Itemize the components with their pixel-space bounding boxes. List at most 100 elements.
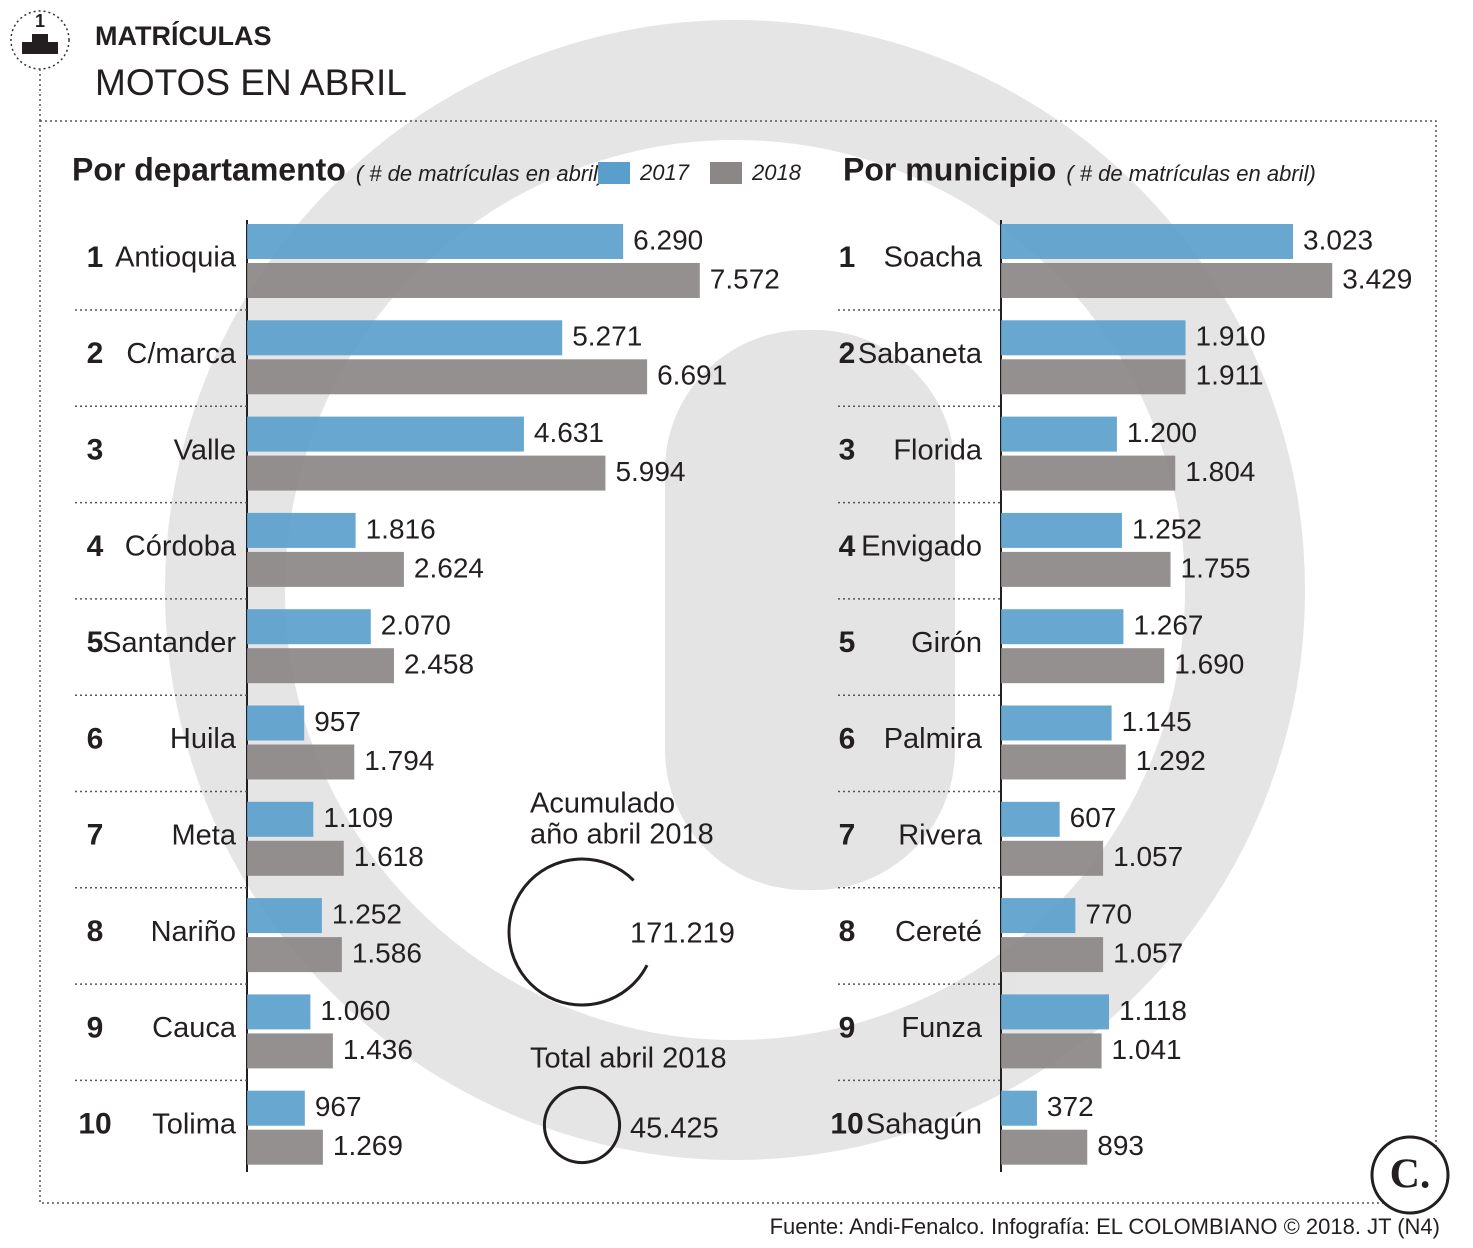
chart-title: Por departamento xyxy=(72,151,346,187)
value-label: 1.118 xyxy=(1119,995,1187,1026)
value-label: 1.267 xyxy=(1133,610,1203,641)
frame xyxy=(39,120,1437,1204)
total-circle xyxy=(507,857,649,1007)
rank: 2 xyxy=(839,337,856,370)
bar xyxy=(1001,744,1126,780)
value-label: 1.816 xyxy=(366,513,436,544)
bar xyxy=(247,1033,333,1069)
category-label: Girón xyxy=(911,627,982,659)
legend-label: 2017 xyxy=(639,160,690,185)
value-label: 372 xyxy=(1047,1091,1094,1122)
title: MOTOS EN ABRIL xyxy=(95,62,407,103)
total-value: 45.425 xyxy=(630,1113,719,1145)
bar xyxy=(1001,551,1171,587)
bar xyxy=(1001,1033,1102,1069)
bar xyxy=(247,263,700,298)
bar xyxy=(1001,359,1186,395)
bar xyxy=(1001,801,1060,837)
rank: 9 xyxy=(839,1011,856,1044)
category-label: Valle xyxy=(174,434,236,466)
value-label: 1.041 xyxy=(1112,1034,1182,1065)
bar xyxy=(1001,224,1294,259)
total-label: Total abril 2018 xyxy=(530,1043,727,1075)
category-label: Soacha xyxy=(884,242,983,274)
value-label: 7.572 xyxy=(710,263,780,294)
value-label: 2.070 xyxy=(381,610,451,641)
legend-label: 2018 xyxy=(751,160,802,185)
rank: 10 xyxy=(78,1108,111,1141)
chart-subtitle: ( # de matrículas en abril) xyxy=(1066,161,1315,186)
bar xyxy=(1001,455,1176,491)
category-label: Sahagún xyxy=(866,1108,982,1140)
category-label: Rivera xyxy=(898,819,983,851)
value-label: 1.109 xyxy=(323,802,393,833)
total-value: 171.219 xyxy=(630,918,735,950)
bar xyxy=(1001,416,1117,452)
bar xyxy=(247,937,342,973)
value-label: 1.252 xyxy=(1132,513,1202,544)
bar xyxy=(247,416,524,452)
bar xyxy=(247,512,356,548)
legend-swatch xyxy=(598,162,630,184)
value-label: 2.624 xyxy=(414,552,484,583)
value-label: 1.269 xyxy=(333,1130,403,1161)
value-label: 1.292 xyxy=(1136,745,1206,776)
value-label: 1.436 xyxy=(343,1034,413,1065)
total-label: año abril 2018 xyxy=(530,819,714,851)
value-label: 5.271 xyxy=(572,321,642,352)
logo: C. xyxy=(1390,1152,1431,1198)
rank: 6 xyxy=(839,722,856,755)
rank: 5 xyxy=(87,626,104,659)
bar xyxy=(1001,898,1076,934)
category-label: Sabaneta xyxy=(858,338,983,370)
value-label: 893 xyxy=(1097,1130,1144,1161)
value-label: 6.290 xyxy=(633,224,703,255)
rank: 1 xyxy=(839,241,856,274)
value-label: 1.618 xyxy=(354,841,424,872)
badge: 1 xyxy=(35,11,45,31)
bar xyxy=(1001,840,1104,876)
bar xyxy=(247,320,563,356)
value-label: 1.060 xyxy=(320,995,390,1026)
bar xyxy=(247,359,648,395)
bar xyxy=(247,224,624,259)
value-label: 607 xyxy=(1070,802,1117,833)
rank: 4 xyxy=(839,530,856,563)
value-label: 1.911 xyxy=(1196,360,1264,391)
category-label: Tolima xyxy=(152,1108,237,1140)
rank: 9 xyxy=(87,1011,104,1044)
watermark-shape xyxy=(665,330,955,890)
category-label: Cauca xyxy=(152,1012,237,1044)
value-label: 1.755 xyxy=(1181,552,1251,583)
value-label: 4.631 xyxy=(534,417,604,448)
rank: 7 xyxy=(87,819,104,852)
rank: 10 xyxy=(830,1108,863,1141)
category-label: Florida xyxy=(893,434,983,466)
category-label: Palmira xyxy=(884,723,983,755)
value-label: 6.691 xyxy=(657,360,727,391)
bar xyxy=(1001,512,1122,548)
rank: 8 xyxy=(87,915,104,948)
bar xyxy=(1001,994,1109,1030)
category-label: Funza xyxy=(901,1012,982,1044)
value-label: 1.690 xyxy=(1174,649,1244,680)
bar xyxy=(247,898,322,934)
bar xyxy=(247,455,606,491)
value-label: 1.057 xyxy=(1113,841,1183,872)
value-label: 1.252 xyxy=(332,898,402,929)
bar xyxy=(1001,1090,1037,1126)
value-label: 5.994 xyxy=(615,456,685,487)
badge-icon xyxy=(32,34,48,44)
rank: 2 xyxy=(87,337,104,370)
value-label: 3.023 xyxy=(1303,224,1373,255)
bar xyxy=(247,705,305,741)
rank: 7 xyxy=(839,819,856,852)
bar xyxy=(247,801,314,837)
rank: 4 xyxy=(87,530,104,563)
category-label: Cereté xyxy=(895,916,982,948)
bar xyxy=(1001,609,1124,645)
legend-swatch xyxy=(710,162,742,184)
value-label: 967 xyxy=(315,1091,362,1122)
bar xyxy=(1001,1129,1088,1165)
category-label: Meta xyxy=(172,819,237,851)
